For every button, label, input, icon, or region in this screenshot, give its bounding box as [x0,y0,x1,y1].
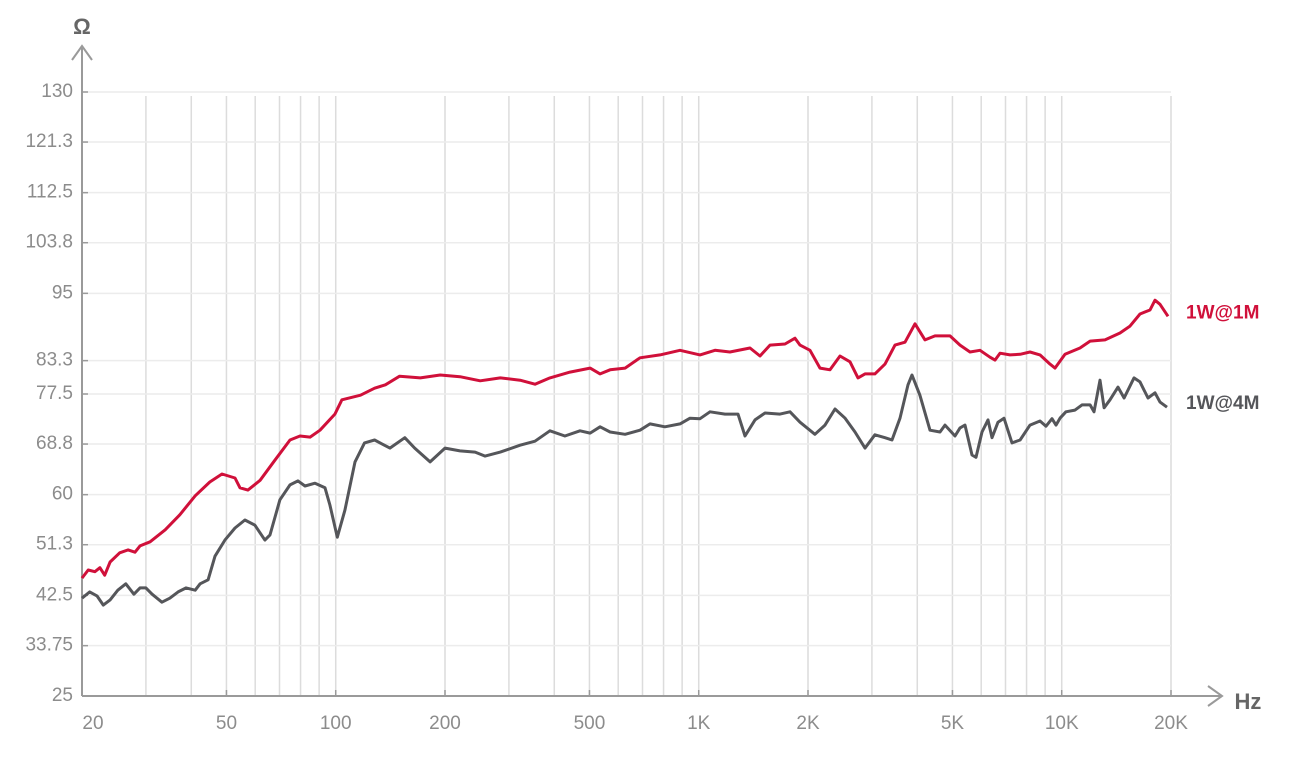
y-tick-label: 51.3 [36,534,73,555]
series-line [81,373,1168,607]
x-tick-label: 200 [429,713,461,734]
y-tick-label: 130 [41,81,73,102]
x-tick-label: 20 [82,713,103,734]
x-tick-label: 1K [687,713,711,734]
y-tick-label: 33.75 [25,635,73,656]
series-line [80,298,1170,580]
x-tick-label: 50 [216,713,237,734]
y-tick-label: 60 [52,484,73,505]
x-tick-label: 500 [574,713,606,734]
x-axis-arrow [1207,685,1224,707]
y-tick-label: 77.5 [36,383,73,404]
legend-label: 1W@4M [1186,393,1259,414]
y-tick-label: 112.5 [27,182,73,203]
y-axis-label: Ω [73,14,91,39]
y-axis-arrow [71,44,93,61]
x-tick-label: 10K [1045,713,1079,734]
x-tick-label: 2K [796,713,820,734]
legend-label: 1W@1M [1186,302,1259,323]
y-tick-label: 121.3 [25,131,73,152]
y-tick-label: 25 [52,685,73,706]
y-tick-label: 103.8 [25,232,73,253]
x-tick-label: 20K [1154,713,1188,734]
x-tick-label: 5K [941,713,965,734]
x-axis-label: Hz [1235,689,1262,714]
x-tick-label: 100 [320,713,352,734]
y-tick-label: 83.3 [36,350,73,371]
y-tick-label: 68.8 [36,433,73,454]
y-tick-label: 95 [52,282,73,303]
y-tick-label: 42.5 [36,584,73,605]
grid [82,91,1172,697]
